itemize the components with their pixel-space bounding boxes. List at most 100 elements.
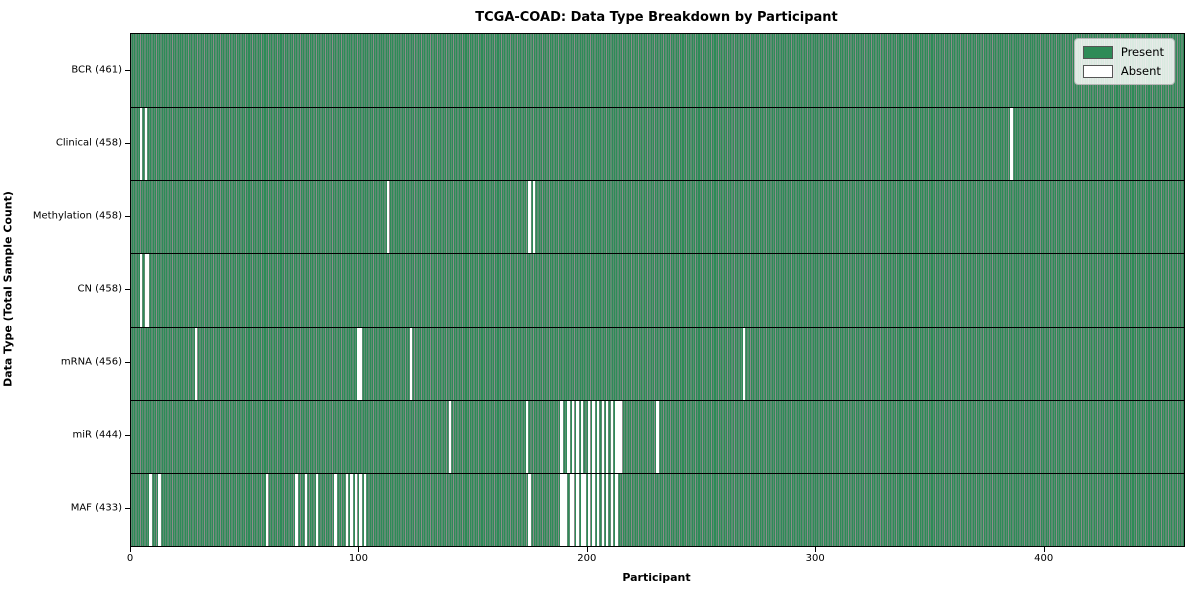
absent-stripe	[617, 400, 620, 473]
legend-entry-absent: Absent	[1082, 64, 1164, 78]
x-tick-label: 300	[805, 553, 825, 564]
y-tick-mark	[125, 362, 130, 364]
x-tick-label: 0	[126, 553, 134, 564]
absent-stripe	[610, 400, 613, 473]
absent-stripe	[526, 400, 529, 473]
absent-stripe	[656, 400, 659, 473]
absent-stripe	[144, 254, 147, 327]
absent-stripe	[560, 473, 563, 546]
absent-stripe	[592, 400, 595, 473]
legend-entry-present: Present	[1082, 45, 1164, 59]
absent-stripe	[528, 473, 531, 546]
absent-stripe	[359, 473, 362, 546]
row-methylation	[131, 180, 1184, 254]
absent-stripe	[140, 108, 143, 181]
absent-stripe	[304, 473, 307, 546]
legend-label-absent: Absent	[1120, 64, 1161, 78]
absent-stripe	[587, 473, 591, 546]
x-tick-mark	[130, 547, 131, 552]
absent-stripe	[409, 327, 412, 400]
absent-stripe	[144, 108, 147, 181]
absent-stripe	[386, 181, 390, 254]
y-tick-mark	[125, 435, 130, 437]
absent-stripe	[363, 473, 367, 546]
absent-stripe	[295, 473, 298, 546]
absent-stripe	[576, 473, 579, 546]
absent-swatch	[1082, 64, 1113, 78]
absent-stripe	[580, 473, 584, 546]
absent-stripe	[615, 473, 618, 546]
absent-stripe	[149, 473, 152, 546]
absent-stripe	[194, 327, 198, 400]
absent-stripe	[334, 473, 337, 546]
row-cn	[131, 253, 1184, 327]
row-bcr	[131, 34, 1184, 108]
plot-area	[130, 33, 1185, 547]
absent-stripe	[359, 327, 362, 400]
absent-stripe	[571, 400, 575, 473]
absent-stripe	[1010, 108, 1013, 181]
absent-stripe	[567, 400, 570, 473]
absent-stripe	[158, 473, 161, 546]
absent-stripe	[146, 254, 150, 327]
absent-stripe	[576, 400, 579, 473]
absent-stripe	[592, 473, 595, 546]
absent-stripe	[580, 400, 584, 473]
absent-stripe	[265, 473, 269, 546]
absent-stripe	[350, 473, 353, 546]
absent-stripe	[345, 473, 348, 546]
absent-stripe	[564, 473, 568, 546]
y-tick-label-methylation: Methylation (458)	[32, 210, 122, 222]
x-tick-mark	[1043, 547, 1045, 552]
absent-stripe	[587, 400, 591, 473]
chart-title: TCGA-COAD: Data Type Breakdown by Partic…	[475, 10, 838, 25]
absent-stripe	[610, 473, 613, 546]
absent-stripe	[562, 473, 565, 546]
absent-stripe	[615, 400, 618, 473]
row-mir	[131, 399, 1184, 473]
x-axis-title: Participant	[622, 571, 691, 584]
absent-stripe	[606, 473, 609, 546]
y-axis-title: Data Type (Total Sample Count)	[1, 191, 15, 387]
y-tick-label-mir: miR (444)	[72, 429, 122, 441]
y-tick-mark	[125, 289, 130, 290]
absent-stripe	[448, 400, 451, 473]
absent-stripe	[596, 473, 600, 546]
x-tick-mark	[815, 547, 817, 552]
absent-stripe	[316, 473, 319, 546]
legend-label-present: Present	[1120, 45, 1164, 59]
y-tick-mark	[125, 69, 130, 71]
absent-stripe	[601, 400, 604, 473]
absent-stripe	[619, 400, 623, 473]
y-tick-label-cn: CN (458)	[77, 283, 122, 295]
row-maf	[131, 472, 1184, 546]
row-clinical	[131, 107, 1184, 181]
x-tick-label: 100	[348, 553, 368, 564]
x-tick-mark	[358, 547, 360, 552]
absent-stripe	[560, 400, 563, 473]
absent-stripe	[606, 400, 609, 473]
legend: Present Absent	[1073, 38, 1175, 85]
absent-stripe	[596, 400, 600, 473]
absent-stripe	[140, 254, 143, 327]
y-tick-label-mrna: mRNA (456)	[60, 356, 122, 368]
absent-stripe	[571, 473, 575, 546]
present-swatch	[1082, 45, 1113, 59]
y-tick-label-bcr: BCR (461)	[71, 64, 122, 76]
y-tick-mark	[125, 215, 130, 217]
x-tick-label: 200	[577, 553, 597, 564]
row-mrna	[131, 326, 1184, 400]
y-tick-mark	[125, 508, 130, 510]
absent-stripe	[601, 473, 604, 546]
absent-stripe	[583, 473, 586, 546]
absent-stripe	[533, 181, 536, 254]
y-tick-mark	[125, 142, 130, 144]
absent-stripe	[354, 473, 358, 546]
absent-stripe	[743, 327, 746, 400]
x-tick-mark	[586, 547, 588, 552]
absent-stripe	[357, 327, 360, 400]
y-tick-label-maf: MAF (433)	[70, 502, 122, 514]
y-tick-label-clinical: Clinical (458)	[55, 137, 122, 149]
x-tick-label: 400	[1034, 553, 1054, 564]
